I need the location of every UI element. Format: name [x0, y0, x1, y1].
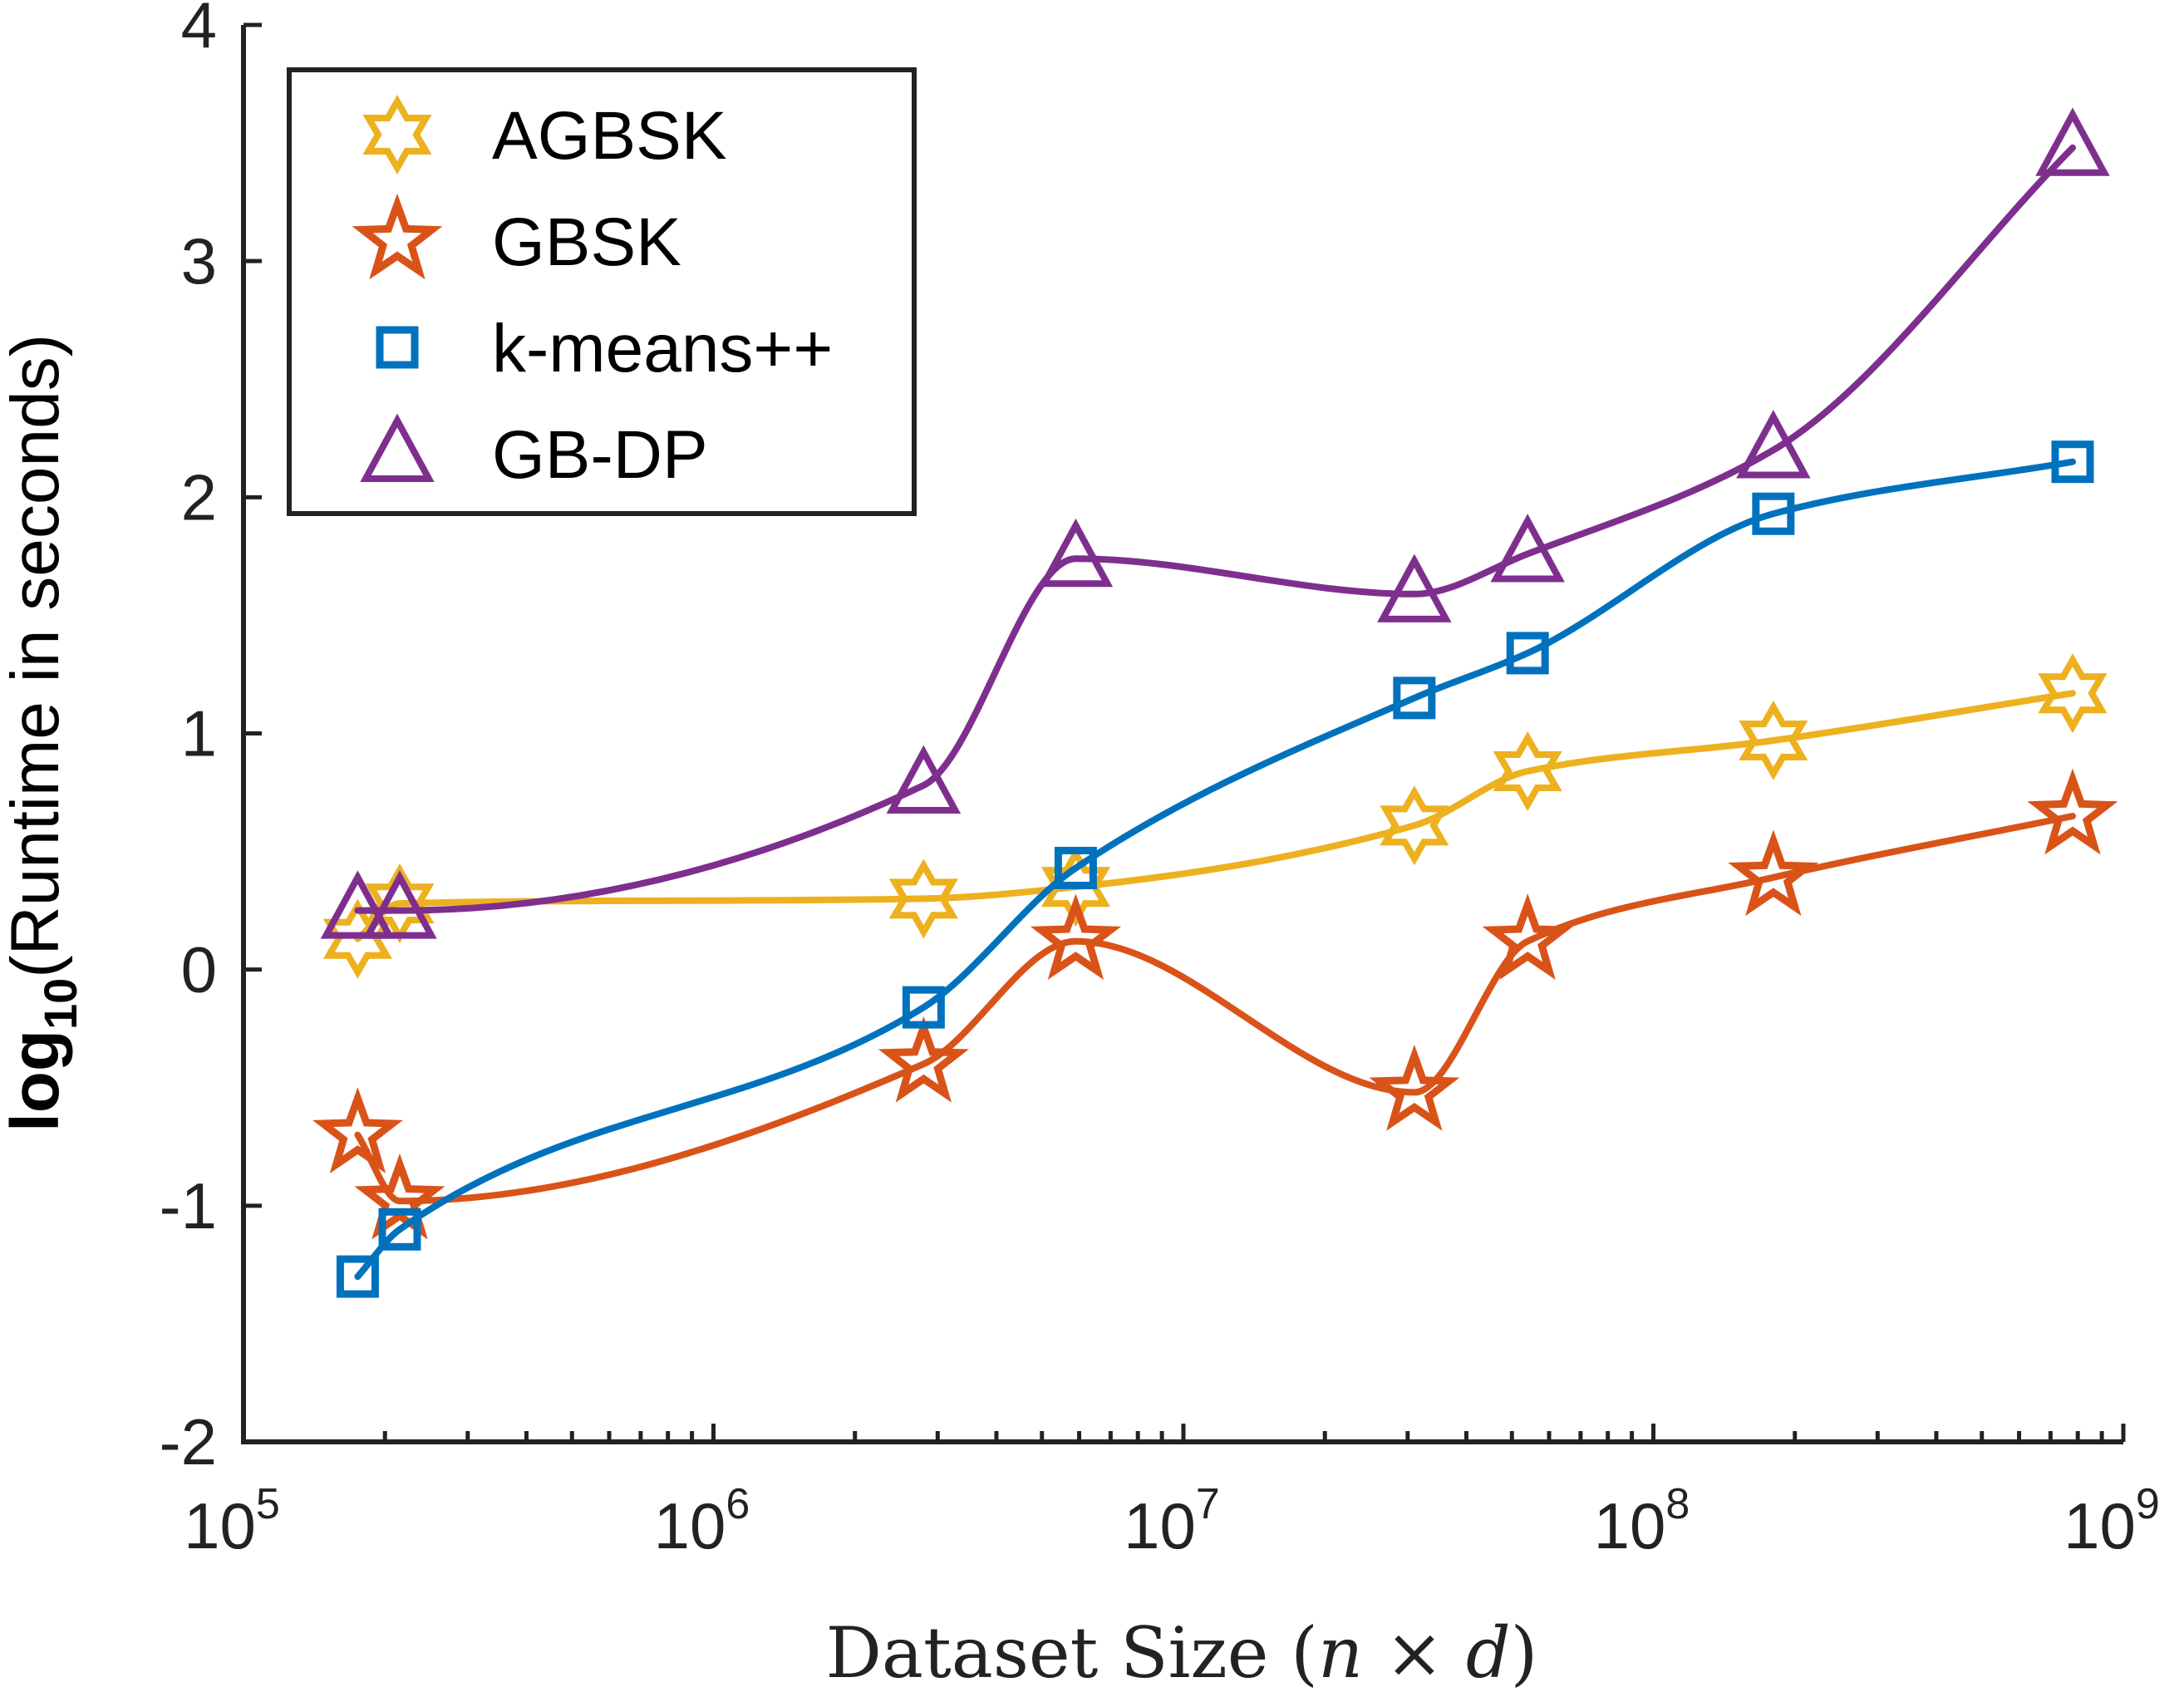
series-line-gbsk — [354, 813, 2076, 1205]
data-point-k-means-4 — [1393, 676, 1436, 720]
x-tick-label: 108 — [1594, 1480, 1690, 1562]
data-point-agbsk-2 — [888, 858, 958, 939]
y-tick-label: 0 — [181, 933, 217, 1006]
plot-area — [312, 107, 2118, 1298]
series-line-gb-dp — [354, 144, 2076, 914]
data-point-gbsk-2 — [878, 1016, 969, 1103]
x-axis-label-n: n — [1318, 1612, 1363, 1694]
x-tick-label: 107 — [1124, 1480, 1220, 1562]
legend-label-gbsk: GBSK — [492, 204, 681, 280]
legend-item-agbsk: AGBSK — [362, 94, 727, 175]
data-point-k-means-6 — [1752, 492, 1795, 535]
y-tick-label: 4 — [181, 0, 217, 61]
data-point-gbsk-1 — [354, 1153, 445, 1240]
legend-label-agbsk: AGBSK — [492, 98, 727, 174]
data-point-gbsk-5 — [1482, 893, 1573, 980]
data-point-gb-dp-7 — [2035, 107, 2110, 176]
x-tick-label: 106 — [654, 1480, 750, 1562]
legend-label-k-means: k-means++ — [492, 311, 833, 386]
y-axis-label-rest: (Runtime in seconds) — [0, 334, 73, 978]
data-point-gb-dp-5 — [1490, 514, 1565, 583]
x-tick-label: 105 — [184, 1480, 280, 1562]
legend-box — [287, 67, 917, 516]
legend-marker-gb-dp — [360, 413, 435, 482]
legend-item-k-means: k-means++ — [376, 311, 833, 386]
data-point-gb-dp-0 — [320, 870, 396, 939]
data-point-k-means-5 — [1506, 632, 1549, 675]
series-line-agbsk — [354, 690, 2076, 942]
data-point-gb-dp-2 — [886, 745, 962, 814]
y-tick-label: 2 — [181, 460, 217, 534]
data-point-agbsk-6 — [1739, 700, 1808, 781]
data-point-gbsk-0 — [312, 1087, 403, 1173]
legend-label-gb-dp: GB-DP — [492, 417, 708, 493]
data-point-gbsk-4 — [1369, 1045, 1460, 1131]
y-tick-label: -2 — [160, 1405, 217, 1478]
legend: AGBSK GBSK k-means++ GB-DP — [287, 67, 917, 516]
data-point-k-means-0 — [336, 1255, 379, 1298]
x-axis-label-suffix: ) — [1511, 1612, 1538, 1694]
legend-item-gbsk: GBSK — [352, 193, 681, 280]
data-point-agbsk-4 — [1380, 785, 1449, 866]
data-point-gbsk-7 — [2027, 768, 2118, 855]
data-point-gb-dp-3 — [1038, 518, 1114, 588]
x-axis-label: Dataset Size (n × d) — [826, 1612, 1538, 1694]
y-axis-label-log: log — [0, 1030, 73, 1132]
data-point-gbsk-3 — [1030, 893, 1121, 980]
data-point-k-means-3 — [1054, 846, 1097, 889]
tick-marks — [241, 22, 2126, 1444]
data-point-k-means-1 — [378, 1208, 421, 1251]
y-tick-label: 1 — [181, 697, 217, 770]
data-point-k-means-7 — [2051, 440, 2094, 484]
x-axis-label-prefix: Dataset Size ( — [826, 1612, 1318, 1694]
legend-marker-agbsk — [362, 94, 432, 175]
data-point-agbsk-7 — [2038, 653, 2108, 734]
y-axis-label-sub: 10 — [34, 978, 86, 1030]
data-point-gb-dp-4 — [1377, 553, 1452, 622]
x-axis-label-d: d — [1466, 1612, 1511, 1694]
y-tick-label: -1 — [160, 1169, 217, 1242]
y-tick-label: 3 — [181, 224, 217, 298]
data-point-gb-dp-1 — [362, 870, 437, 939]
legend-items: AGBSK GBSK k-means++ GB-DP — [352, 94, 833, 493]
tick-labels: -2 -1 0 1 2 3 4 105 106 107 108 109 — [160, 0, 2160, 1562]
series-line-k-means — [354, 458, 2076, 1281]
data-point-gb-dp-6 — [1736, 410, 1811, 479]
data-point-gbsk-6 — [1728, 829, 1819, 917]
data-point-agbsk-3 — [1040, 847, 1111, 927]
data-point-k-means-2 — [902, 986, 945, 1029]
legend-marker-k-means — [376, 326, 419, 369]
x-tick-label: 109 — [2063, 1480, 2160, 1562]
legend-item-gb-dp: GB-DP — [360, 413, 708, 493]
y-axis-label: log10(Runtime in seconds) — [0, 334, 86, 1132]
data-point-agbsk-5 — [1493, 730, 1562, 812]
legend-marker-gbsk — [352, 193, 443, 280]
x-axis-label-times: × — [1363, 1612, 1466, 1694]
